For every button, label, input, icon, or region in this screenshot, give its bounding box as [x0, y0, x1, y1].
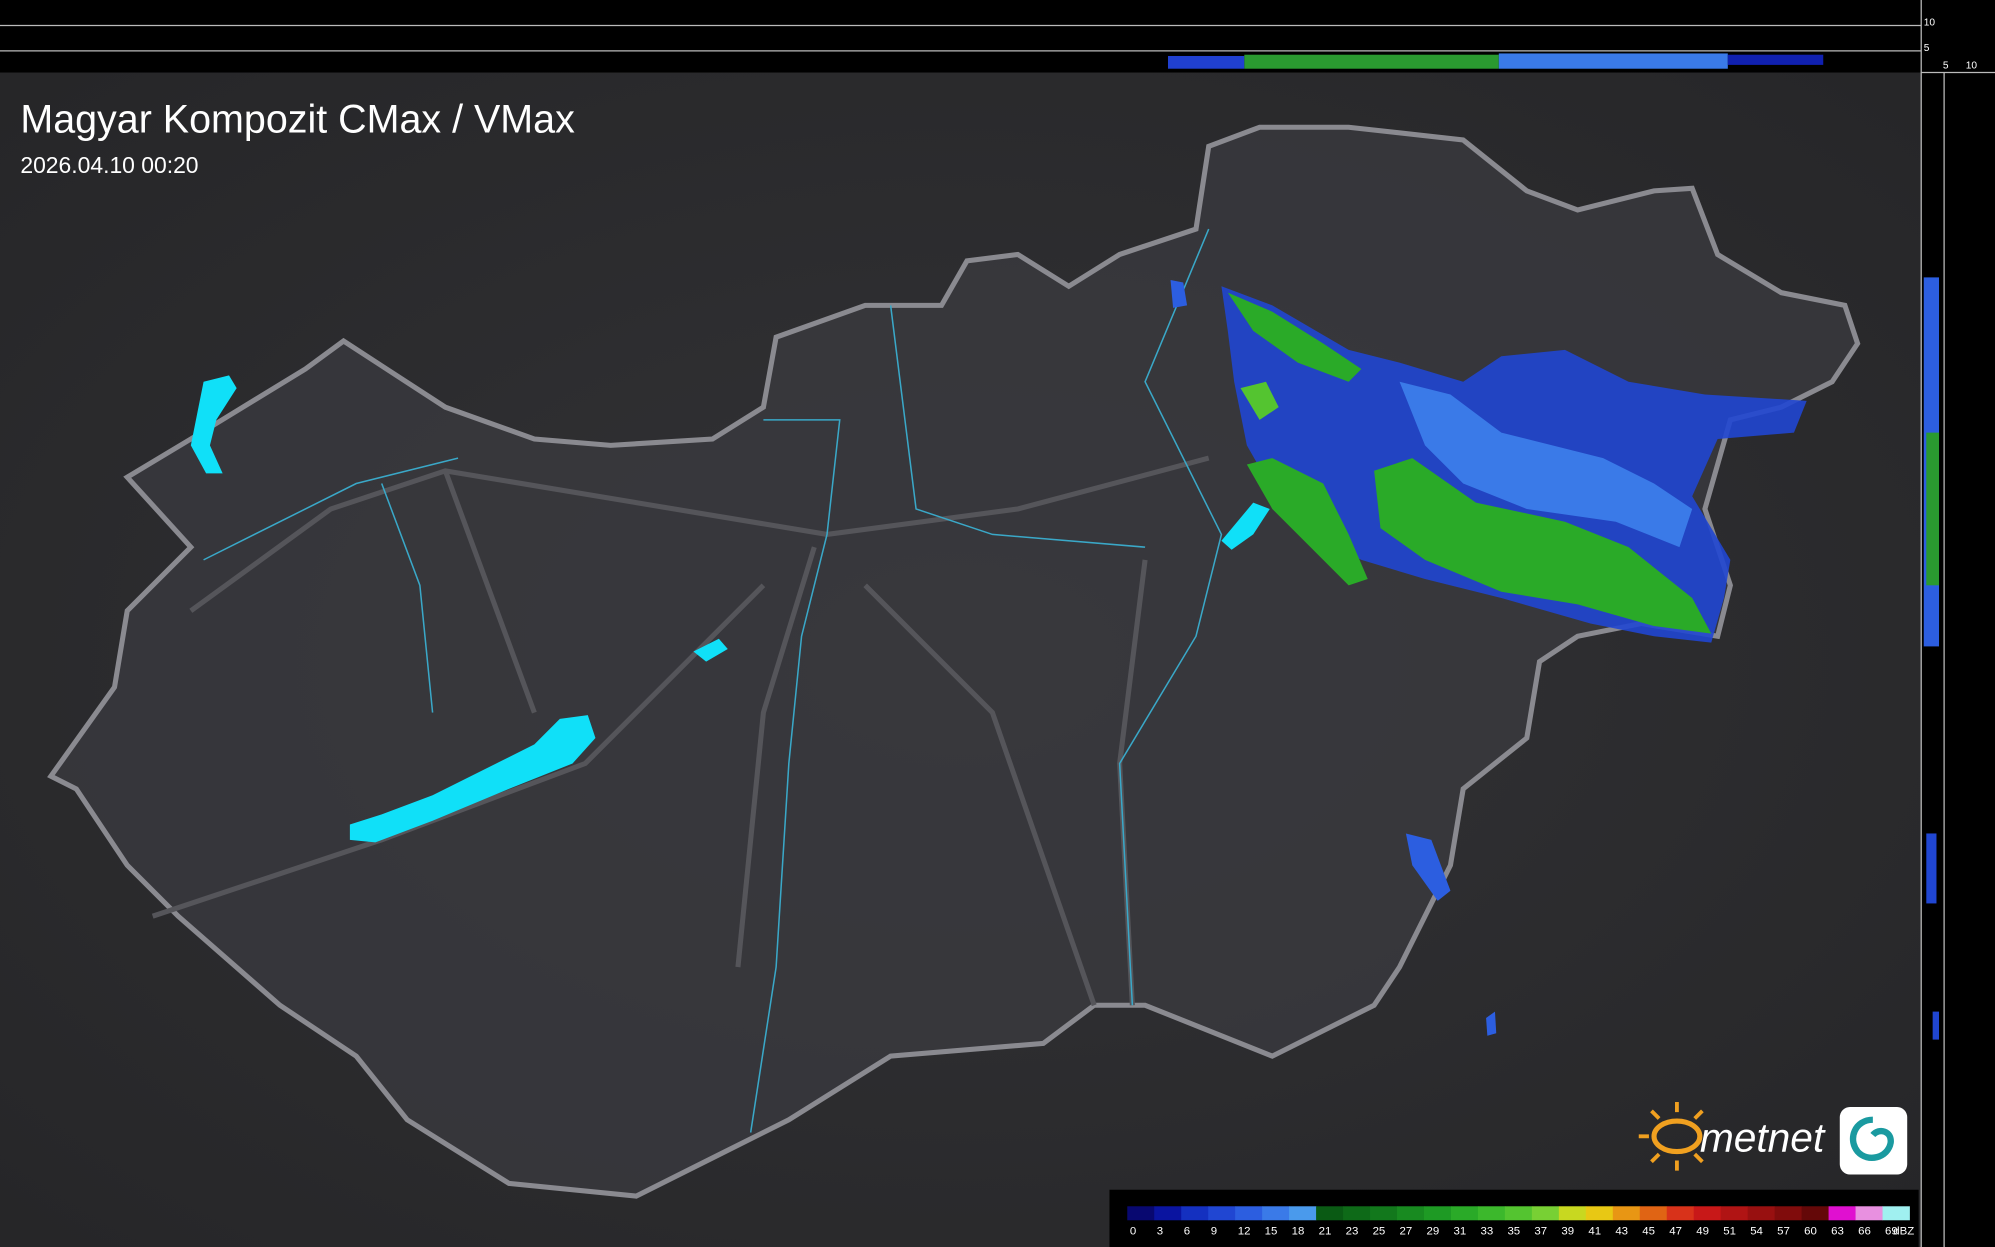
legend-swatch — [1397, 1206, 1425, 1221]
legend-swatch — [1558, 1206, 1587, 1221]
logo-sun — [1651, 1118, 1703, 1155]
legend-swatch — [1343, 1206, 1371, 1221]
legend-label: 47 — [1669, 1225, 1682, 1237]
legend-swatch — [1370, 1206, 1398, 1221]
legend-swatch — [1666, 1206, 1695, 1221]
legend-label: 9 — [1211, 1225, 1217, 1237]
legend-label: 0 — [1130, 1225, 1136, 1237]
profile-echo — [1932, 1011, 1940, 1040]
legend-swatch — [1747, 1206, 1776, 1221]
legend-label: 66 — [1858, 1225, 1871, 1237]
legend-label: 45 — [1642, 1225, 1655, 1237]
profile-tick-label: 10 — [1966, 61, 1978, 72]
legend-label: 49 — [1696, 1225, 1709, 1237]
echo — [1486, 1011, 1497, 1036]
logo-swirl — [1849, 1116, 1894, 1161]
legend-label: 15 — [1265, 1225, 1278, 1237]
legend-label: 41 — [1588, 1225, 1601, 1237]
legend-label: 31 — [1454, 1225, 1467, 1237]
echo — [1170, 279, 1188, 308]
legend-swatch — [1531, 1206, 1560, 1221]
legend-swatch — [1720, 1206, 1749, 1221]
map-title: Magyar Kompozit CMax / VMax — [20, 97, 575, 141]
lake — [349, 715, 596, 843]
profile-echo — [1926, 833, 1937, 904]
legend-swatch — [1208, 1206, 1236, 1221]
logo: metnet — [1638, 1101, 1908, 1175]
legend-label: 3 — [1157, 1225, 1163, 1237]
legend-swatch — [1477, 1206, 1506, 1221]
legend-label: 39 — [1561, 1225, 1574, 1237]
lake — [1221, 502, 1270, 550]
profile-echo — [1926, 432, 1940, 586]
legend-swatch — [1639, 1206, 1668, 1221]
profile-tick-label: 5 — [1943, 61, 1949, 72]
legend-label: 23 — [1346, 1225, 1359, 1237]
lake — [693, 638, 728, 662]
legend-label: 21 — [1319, 1225, 1332, 1237]
legend-label: 43 — [1615, 1225, 1628, 1237]
rivers — [203, 228, 1223, 1133]
legend-swatch — [1423, 1206, 1452, 1221]
echo — [1240, 381, 1279, 420]
echo — [1399, 381, 1693, 548]
legend-label: 63 — [1831, 1225, 1844, 1237]
legend-label: 54 — [1750, 1225, 1763, 1237]
timestamp: 2026.04.10 00:20 — [20, 152, 198, 178]
legend-label: 18 — [1292, 1225, 1305, 1237]
profile-echo — [1244, 54, 1499, 69]
legend-label: 12 — [1238, 1225, 1251, 1237]
legend-label: 37 — [1534, 1225, 1547, 1237]
legend-swatch — [1504, 1206, 1533, 1221]
legend-label: 35 — [1507, 1225, 1520, 1237]
legend-swatch — [1316, 1206, 1344, 1221]
profile-tick-label: 10 — [1924, 17, 1936, 28]
logo-rays — [1638, 1101, 1704, 1171]
logo-text: metnet — [1700, 1115, 1826, 1161]
legend-swatch — [1235, 1206, 1263, 1221]
profile-tick-label: 5 — [1924, 43, 1930, 54]
legend-label: 6 — [1184, 1225, 1190, 1237]
legend: 0 3 6 9 12 15 18 21 23 25 27 29 31 33 35 37 39 41 43 45 47 49… — [1127, 1206, 1914, 1237]
legend-swatch — [1801, 1206, 1829, 1221]
legend-label: 60 — [1804, 1225, 1817, 1237]
legend-unit: dBZ — [1893, 1225, 1914, 1237]
legend-swatch — [1154, 1206, 1182, 1221]
legend-label: 69 — [1885, 1225, 1898, 1237]
legend-label: 25 — [1373, 1225, 1386, 1237]
legend-swatch — [1585, 1206, 1614, 1221]
legend-swatch — [1693, 1206, 1722, 1221]
echo — [1374, 458, 1712, 634]
lake — [190, 375, 237, 474]
echo — [1405, 833, 1451, 901]
legend-swatch — [1612, 1206, 1641, 1221]
legend-swatch — [1774, 1206, 1802, 1221]
legend-swatch — [1181, 1206, 1209, 1221]
echo — [1227, 292, 1362, 382]
legend-swatch — [1882, 1206, 1910, 1221]
legend-label: 29 — [1427, 1225, 1440, 1237]
legend-label: 51 — [1723, 1225, 1736, 1237]
legend-swatch — [1262, 1206, 1290, 1221]
profile-echo — [1167, 55, 1245, 69]
profile-echo — [1727, 54, 1824, 65]
profile-echo — [1498, 53, 1728, 69]
legend-swatch — [1450, 1206, 1479, 1221]
legend-label: 57 — [1777, 1225, 1790, 1237]
legend-label: 33 — [1480, 1225, 1493, 1237]
legend-label: 27 — [1400, 1225, 1413, 1237]
legend-swatch — [1855, 1206, 1883, 1221]
legend-swatch — [1127, 1206, 1155, 1221]
legend-swatch — [1828, 1206, 1856, 1221]
logo-badge — [1839, 1107, 1908, 1175]
legend-swatch — [1289, 1206, 1317, 1221]
echo — [1246, 458, 1368, 586]
